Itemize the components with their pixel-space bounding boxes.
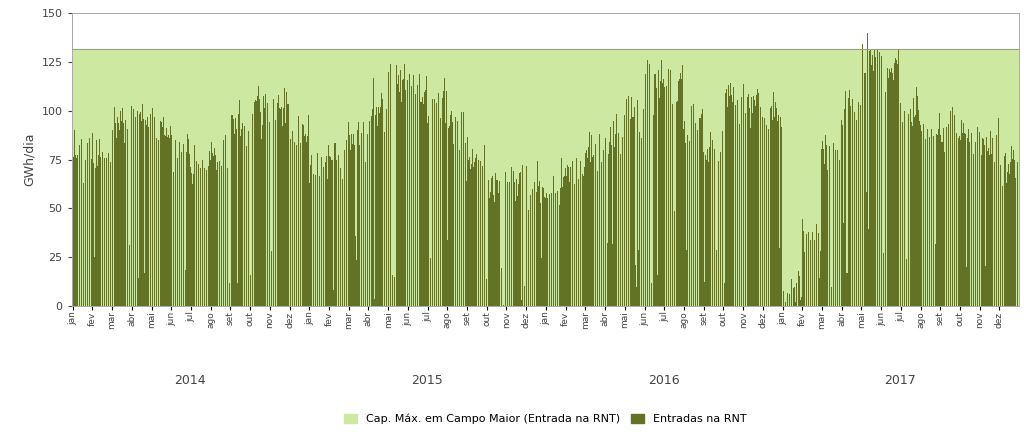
Y-axis label: GWh/dia: GWh/dia <box>23 133 36 186</box>
Text: 2014: 2014 <box>174 374 206 387</box>
Legend: Cap. Máx. em Campo Maior (Entrada na RNT), Entradas na RNT: Cap. Máx. em Campo Maior (Entrada na RNT… <box>339 409 752 429</box>
Text: 2016: 2016 <box>648 374 679 387</box>
Text: 2017: 2017 <box>885 374 916 387</box>
Text: 2015: 2015 <box>411 374 442 387</box>
Bar <box>72 49 1019 306</box>
